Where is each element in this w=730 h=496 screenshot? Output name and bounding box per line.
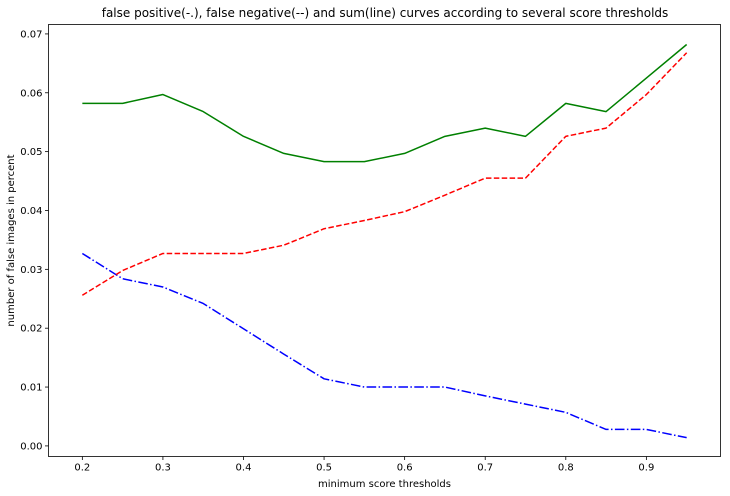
y-tick-label: 0.03 [20,265,42,276]
x-axis-ticks: 0.2 0.3 0.4 0.5 0.6 0.7 0.8 0.9 [74,456,654,474]
y-tick-label: 0.01 [20,383,42,394]
x-tick-label: 0.7 [477,463,493,474]
y-axis-ticks: 0.00 0.01 0.02 0.03 0.04 0.05 0.06 0.07 [20,29,49,452]
y-tick-label: 0.06 [20,88,42,99]
series-layer [81,43,688,439]
x-tick-label: 0.2 [74,463,90,474]
y-tick-label: 0.02 [20,324,42,335]
plot-frame [48,24,721,457]
x-tick-label: 0.9 [638,463,654,474]
chart-title: false positive(-.), false negative(--) a… [102,6,669,20]
x-tick-label: 0.6 [397,463,413,474]
plot-area [48,24,721,457]
x-tick-label: 0.3 [155,463,171,474]
series-line-solid [82,43,688,163]
series-line-dash-dot [81,252,687,439]
x-tick-label: 0.8 [558,463,574,474]
series-line-dashed [81,52,688,296]
x-axis-label: minimum score thresholds [318,479,451,490]
y-tick-label: 0.04 [20,206,42,217]
y-tick-label: 0.00 [20,441,42,452]
y-tick-label: 0.07 [20,29,42,40]
y-axis-label: number of false images in percent [6,154,17,326]
x-tick-label: 0.4 [236,463,252,474]
y-tick-label: 0.05 [20,147,42,158]
x-tick-label: 0.5 [316,463,332,474]
